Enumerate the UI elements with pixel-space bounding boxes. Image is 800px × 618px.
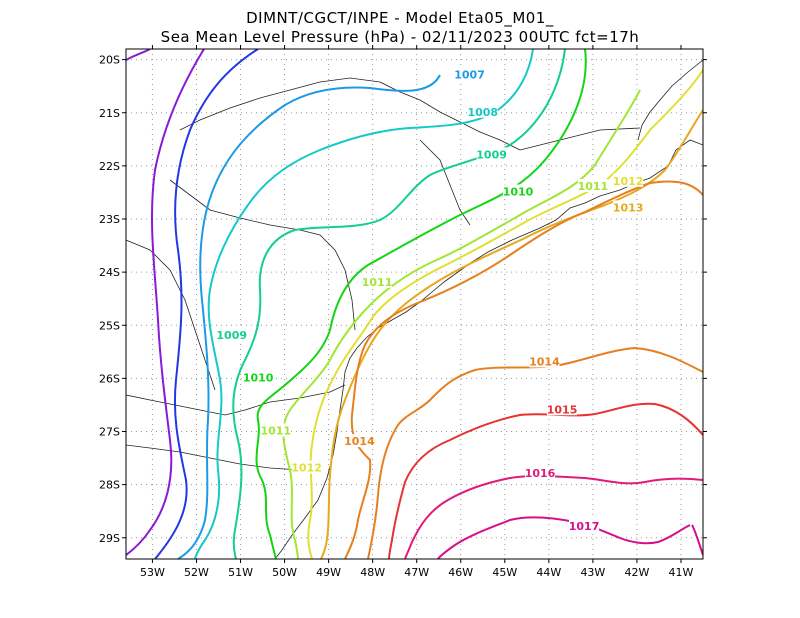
contour-1014a xyxy=(344,180,703,559)
contour-label-bg xyxy=(454,67,485,81)
lon-label: 47W xyxy=(404,566,429,579)
lon-label: 41W xyxy=(669,566,694,579)
contour-label: 1008 xyxy=(467,106,498,119)
contour-label: 1012 xyxy=(291,462,322,475)
river-paraguay xyxy=(126,239,216,391)
lon-label: 46W xyxy=(448,566,473,579)
map-title-line-2: Sea Mean Level Pressure (hPa) - 02/11/20… xyxy=(160,28,640,46)
latitude-labels: 20S 21S 22S 23S 24S 25S 26S 27S 28S 29S xyxy=(99,54,120,545)
lon-label: 43W xyxy=(580,566,605,579)
axis-ticks xyxy=(122,45,707,563)
lon-label: 49W xyxy=(316,566,341,579)
lat-label: 29S xyxy=(99,532,120,545)
contour-1009 xyxy=(232,49,566,559)
contour-label-bg xyxy=(525,466,556,479)
contour-label: 1014 xyxy=(529,355,560,368)
contour-label-bg xyxy=(503,184,534,198)
lat-label: 27S xyxy=(99,426,120,439)
state-border-5 xyxy=(419,139,471,226)
contour-1017 xyxy=(437,516,691,559)
lon-label: 45W xyxy=(492,566,517,579)
contour-1005b xyxy=(126,49,151,61)
contour-label-bg xyxy=(569,519,600,533)
contour-label: 1013 xyxy=(613,201,644,214)
lon-label: 50W xyxy=(272,566,297,579)
contour-label: 1011 xyxy=(260,425,291,438)
pressure-contours xyxy=(126,49,703,559)
contour-label-bg xyxy=(260,423,291,437)
contour-label: 1009 xyxy=(476,148,507,161)
coastline-north xyxy=(637,59,703,141)
state-border-4 xyxy=(179,77,521,151)
contour-1014b xyxy=(367,346,703,559)
contour-label: 1017 xyxy=(569,520,600,533)
contour-label: 1010 xyxy=(243,371,274,384)
contour-label: 1007 xyxy=(454,69,485,82)
lon-label: 52W xyxy=(184,566,209,579)
contour-label: 1010 xyxy=(503,185,534,198)
state-border-1 xyxy=(126,384,346,416)
longitude-labels: 53W 52W 51W 50W 49W 48W 47W 46W 45W 44W 43W 42W 41W xyxy=(140,566,694,579)
contour-label: 1016 xyxy=(525,467,556,480)
lat-label: 20S xyxy=(99,54,120,67)
contour-label-bg xyxy=(216,327,247,341)
contour-label-bg xyxy=(529,354,560,368)
contour-label-bg xyxy=(547,402,578,416)
contour-label: 1012 xyxy=(613,175,644,188)
coastline xyxy=(274,139,703,559)
contour-1007 xyxy=(177,74,441,559)
lon-label: 51W xyxy=(228,566,253,579)
grid-lines xyxy=(126,49,703,559)
contour-label-bg xyxy=(476,147,507,161)
contour-1016 xyxy=(404,475,703,559)
contour-1015 xyxy=(388,402,703,559)
contour-1011 xyxy=(282,89,641,559)
contour-1013 xyxy=(320,109,703,559)
lon-label: 48W xyxy=(360,566,385,579)
contour-label-bg xyxy=(613,200,644,214)
lat-label: 24S xyxy=(99,266,120,279)
lat-label: 26S xyxy=(99,372,120,385)
lat-label: 25S xyxy=(99,319,120,332)
contour-1005 xyxy=(126,49,205,556)
lon-label: 44W xyxy=(536,566,561,579)
lat-label: 22S xyxy=(99,160,120,173)
contour-labels: 1007 1008 1009 1010 1011 1012 1013 1011 1009 1010… xyxy=(216,67,644,533)
contour-label: 1011 xyxy=(362,276,393,289)
contour-label: 1014 xyxy=(344,435,375,448)
plot-frame xyxy=(125,48,704,560)
contour-1008 xyxy=(194,49,534,559)
state-border-6 xyxy=(519,127,641,151)
lat-label: 28S xyxy=(99,479,120,492)
contour-label-bg xyxy=(243,370,274,384)
contour-label-bg xyxy=(362,274,393,288)
contour-label-bg xyxy=(577,179,608,193)
state-border-3 xyxy=(169,179,356,331)
contour-label: 1011 xyxy=(578,180,609,193)
contour-1006 xyxy=(154,49,259,559)
lat-label: 21S xyxy=(99,107,120,120)
map-title-line-1: DIMNT/CGCT/INPE - Model Eta05_M01_ xyxy=(246,9,554,27)
contour-label: 1015 xyxy=(547,403,578,416)
contour-1010 xyxy=(255,49,587,559)
contour-label: 1009 xyxy=(216,329,247,342)
contour-label-bg xyxy=(344,434,375,448)
lat-label: 23S xyxy=(99,213,120,226)
contour-label-bg xyxy=(613,173,644,187)
contour-1017b xyxy=(691,524,703,556)
contour-label-bg xyxy=(467,104,498,118)
contour-label-bg xyxy=(291,460,322,474)
lon-label: 42W xyxy=(624,566,649,579)
lon-label: 53W xyxy=(140,566,165,579)
